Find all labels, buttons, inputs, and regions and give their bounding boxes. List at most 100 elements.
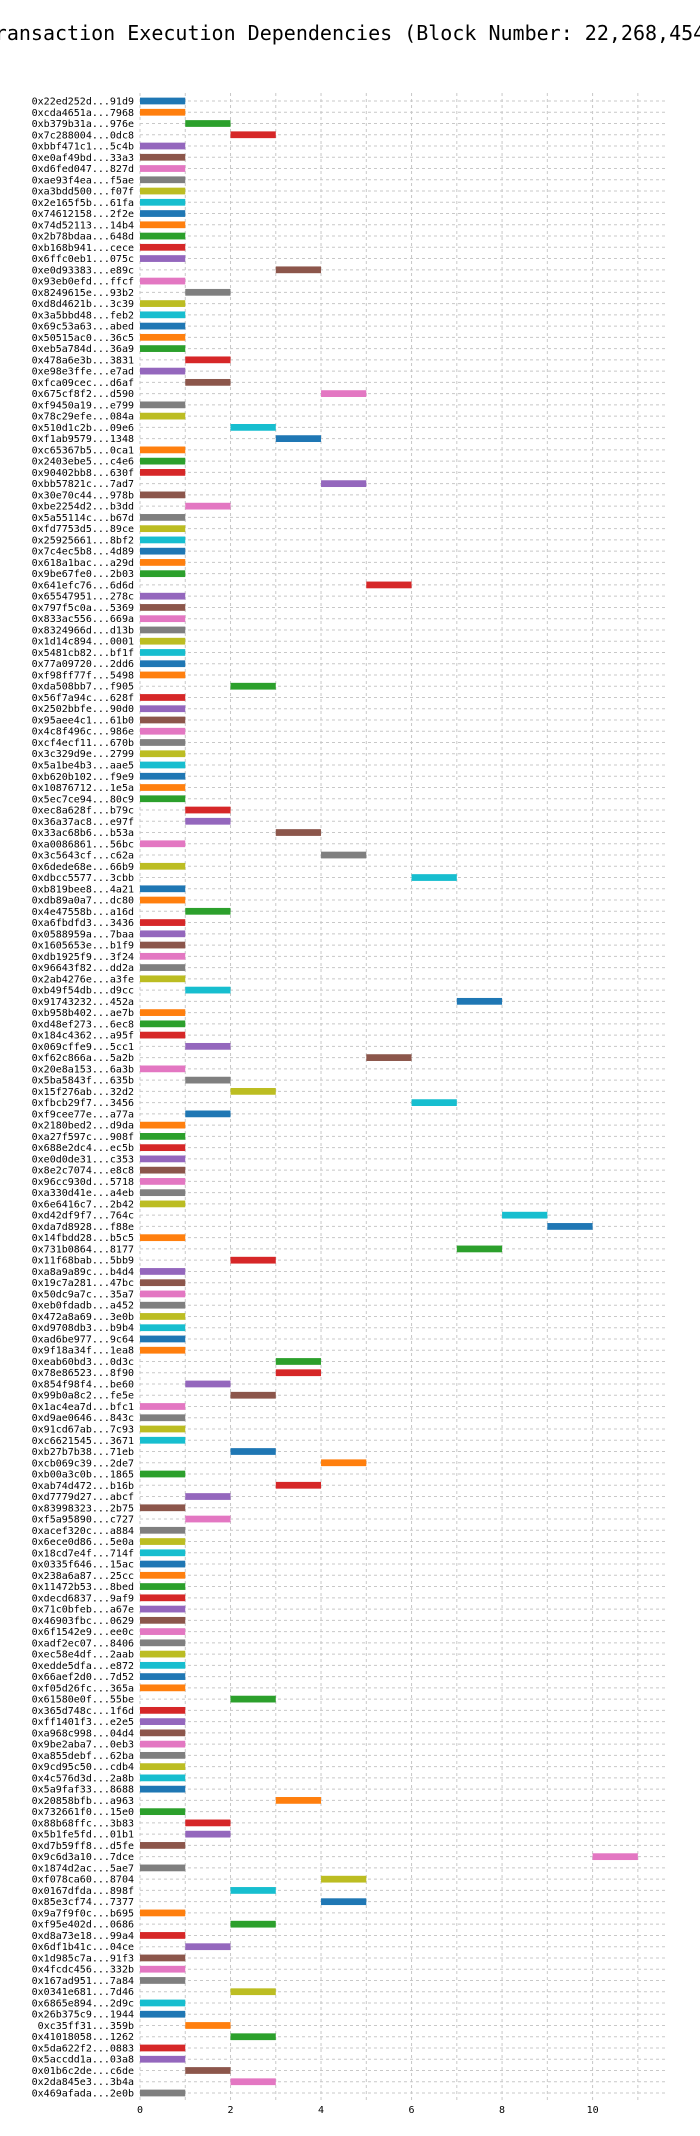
transaction-bar bbox=[230, 1448, 276, 1455]
transaction-label: 0x5a1be4b3...aae5 bbox=[32, 761, 134, 772]
transaction-label: 0xe0d93383...e89c bbox=[32, 265, 134, 276]
transaction-label: 0x9c6d3a10...7dce bbox=[32, 1852, 134, 1863]
transaction-bar bbox=[140, 727, 186, 735]
transaction-label: 0xc35ff31...359b bbox=[38, 2021, 134, 2032]
transaction-label: 0x19c7a281...47bc bbox=[32, 1278, 134, 1289]
transaction-bar bbox=[140, 1313, 186, 1320]
x-tick-label: 8 bbox=[499, 2105, 505, 2116]
transaction-label: 0x0588959a...7baa bbox=[32, 929, 134, 940]
transaction-bar bbox=[140, 198, 186, 206]
transaction-label: 0xdb1925f9...3f24 bbox=[32, 952, 134, 963]
transaction-label: 0x167ad951...7a84 bbox=[32, 1976, 134, 1987]
transaction-label: 0x99b0a8c2...fe5e bbox=[32, 1391, 134, 1402]
transaction-bar bbox=[140, 514, 186, 521]
transaction-bar bbox=[185, 1515, 231, 1523]
transaction-bar bbox=[140, 1335, 186, 1343]
transaction-bar bbox=[140, 187, 186, 195]
transaction-bar bbox=[230, 1988, 276, 1996]
transaction-bar bbox=[185, 1042, 231, 1050]
transaction-label: 0x26b375c9...1944 bbox=[32, 2010, 134, 2021]
transaction-bar bbox=[275, 829, 322, 836]
transaction-bar bbox=[140, 885, 186, 893]
transaction-bar bbox=[140, 1594, 186, 1602]
transaction-bar bbox=[140, 1144, 186, 1152]
transaction-bar bbox=[230, 1256, 276, 1264]
transaction-bar bbox=[140, 1751, 186, 1759]
transaction-bar bbox=[321, 1459, 367, 1467]
transaction-label: 0xae93f4ea...f5ae bbox=[32, 175, 134, 186]
transaction-label: 0x85e3cf74...7377 bbox=[32, 1897, 134, 1908]
transaction-bar bbox=[140, 1436, 186, 1444]
transaction-bar bbox=[140, 1560, 186, 1568]
transaction-bar bbox=[140, 1301, 186, 1309]
transaction-bar bbox=[140, 1650, 186, 1658]
transaction-bar bbox=[547, 1223, 593, 1230]
transaction-bar bbox=[366, 1054, 412, 1061]
transaction-label: 0xec58e4df...2aab bbox=[32, 1650, 134, 1661]
transaction-label: 0xab74d472...b16b bbox=[32, 1481, 134, 1492]
transaction-label: 0xda508bb7...f905 bbox=[32, 682, 134, 693]
transaction-bar bbox=[185, 378, 231, 386]
transaction-bar bbox=[140, 1133, 186, 1140]
transaction-bar bbox=[185, 1830, 231, 1838]
transaction-label: 0x90402bb8...630f bbox=[32, 468, 134, 479]
transaction-bar bbox=[230, 682, 276, 690]
transaction-bar bbox=[230, 1391, 276, 1399]
transaction-label: 0xbe2254d2...b3dd bbox=[32, 502, 134, 513]
transaction-label: 0x8249615e...93b2 bbox=[32, 288, 134, 299]
transaction-label: 0x5ec7ce94...80c9 bbox=[32, 794, 134, 805]
transaction-label: 0xb168b941...cece bbox=[32, 243, 134, 254]
transaction-label: 0x36a37ac8...e97f bbox=[32, 817, 134, 828]
transaction-bar bbox=[140, 795, 186, 803]
transaction-bar bbox=[140, 1932, 186, 1939]
transaction-label: 0xd6fed047...827d bbox=[32, 164, 134, 175]
transaction-label: 0xb00a3c0b...1865 bbox=[32, 1470, 134, 1481]
transaction-bar bbox=[321, 851, 367, 859]
transaction-bar bbox=[140, 536, 186, 544]
transaction-bar bbox=[140, 739, 186, 746]
transaction-label: 0x14fbdd28...b5c5 bbox=[32, 1233, 134, 1244]
transaction-label: 0x3c5643cf...c62a bbox=[32, 851, 134, 862]
transaction-label: 0x238a6a87...25cc bbox=[32, 1571, 134, 1582]
transaction-bar bbox=[411, 874, 457, 881]
transaction-label: 0x7c4ec5b8...4d89 bbox=[32, 547, 134, 558]
transaction-label: 0xcda4651a...7968 bbox=[32, 108, 134, 119]
transaction-bar bbox=[140, 97, 186, 105]
y-gridlines bbox=[140, 100, 665, 2094]
transaction-label: 0xb379b31a...976e bbox=[32, 119, 134, 130]
transaction-label: 0x0335f646...15ac bbox=[32, 1560, 134, 1571]
transaction-bar bbox=[140, 761, 186, 769]
x-tick-label: 0 bbox=[137, 2105, 143, 2116]
transaction-label: 0x688e2dc4...ec5b bbox=[32, 1143, 134, 1154]
transaction-bar bbox=[140, 750, 186, 758]
transaction-label: 0x6e6416c7...2b42 bbox=[32, 1199, 134, 1210]
transaction-bar bbox=[140, 615, 186, 623]
transaction-label: 0x5ba5843f...635b bbox=[32, 1076, 134, 1087]
transaction-bar bbox=[185, 986, 231, 994]
transaction-label: 0x3c329d9e...2799 bbox=[32, 749, 134, 760]
transaction-label: 0xbbf471c1...5c4b bbox=[32, 142, 134, 153]
transaction-bar bbox=[140, 1504, 186, 1512]
transaction-label: 0x20858bfb...a963 bbox=[32, 1796, 134, 1807]
transaction-label: 0x96cc930d...5718 bbox=[32, 1177, 134, 1188]
transaction-label: 0xa27f597c...908f bbox=[32, 1132, 134, 1143]
transaction-label: 0xf9450a19...e799 bbox=[32, 400, 134, 411]
transaction-bar bbox=[140, 559, 186, 566]
transaction-bar bbox=[140, 694, 186, 701]
bars bbox=[140, 97, 638, 2097]
transaction-bar bbox=[140, 1808, 186, 1816]
transaction-bar bbox=[140, 1977, 186, 1984]
transaction-bar bbox=[456, 997, 503, 1005]
transaction-bar bbox=[140, 1616, 186, 1624]
transaction-label: 0xd42df9f7...764c bbox=[32, 1211, 134, 1222]
chart-title: Transaction Execution Dependencies (Bloc… bbox=[0, 21, 700, 45]
transaction-label: 0x854f98f4...be60 bbox=[32, 1379, 134, 1390]
transaction-label: 0xd9ae0646...843c bbox=[32, 1413, 134, 1424]
transaction-label: 0x675cf8f2...d590 bbox=[32, 389, 134, 400]
transaction-bar bbox=[140, 176, 186, 184]
transaction-label: 0xfd7753d5...89ce bbox=[32, 524, 134, 535]
x-gridlines bbox=[139, 93, 639, 2101]
transaction-label: 0x61580e0f...55be bbox=[32, 1695, 134, 1706]
transaction-bar bbox=[140, 1279, 186, 1287]
